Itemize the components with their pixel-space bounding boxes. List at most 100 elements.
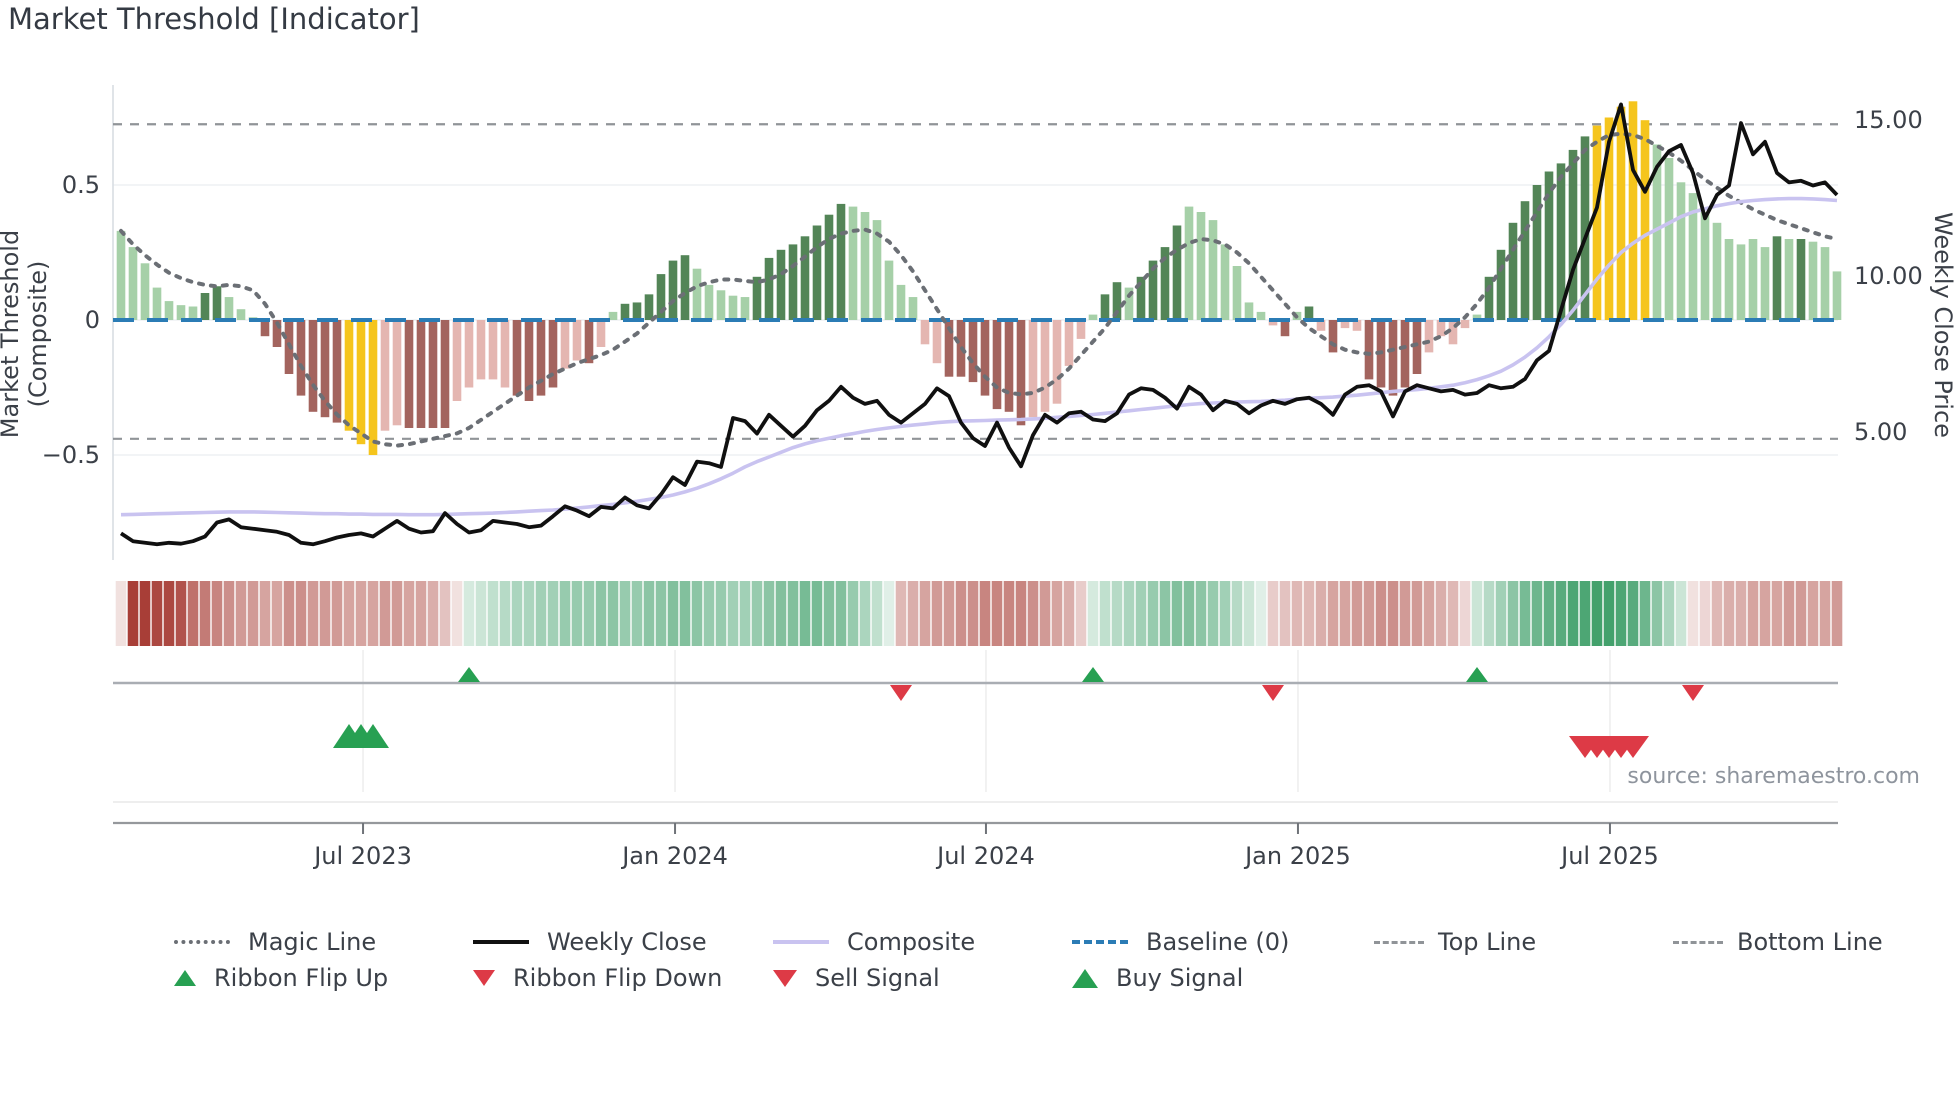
ribbon-cell xyxy=(931,581,943,646)
indicator-bar xyxy=(680,255,690,320)
ribbon-cell xyxy=(1207,581,1219,646)
indicator-bar xyxy=(1412,320,1422,374)
ribbon-flip-up-marker xyxy=(1082,667,1104,682)
x-tick-label: Jan 2025 xyxy=(1243,842,1351,870)
ribbon-cell xyxy=(1651,581,1663,646)
indicator-bar xyxy=(584,320,594,364)
indicator-bar xyxy=(1556,163,1566,320)
indicator-bar xyxy=(596,320,606,347)
ribbon-cell xyxy=(787,581,799,646)
ribbon-cell xyxy=(1339,581,1351,646)
ribbon-cell xyxy=(811,581,823,646)
ribbon-cell xyxy=(295,581,307,646)
composite-swatch-icon xyxy=(773,940,829,944)
ribbon-cell xyxy=(1171,581,1183,646)
ribbon-cell xyxy=(1291,581,1303,646)
indicator-bar xyxy=(164,301,174,320)
indicator-bar xyxy=(1424,320,1434,353)
ribbon-cell xyxy=(1603,581,1615,646)
ribbon-cell xyxy=(1063,581,1075,646)
ribbon-cell xyxy=(187,581,199,646)
indicator-bar xyxy=(476,320,486,380)
ribbon-cell xyxy=(211,581,223,646)
indicator-bar xyxy=(1472,314,1482,320)
legend-item-buy-signal: Buy Signal xyxy=(1072,962,1243,994)
ribbon-cell xyxy=(307,581,319,646)
ribbon-cell xyxy=(835,581,847,646)
indicator-bar xyxy=(1256,311,1266,320)
ribbon-cell xyxy=(1183,581,1195,646)
ribbon-cell xyxy=(1003,581,1015,646)
ribbon-cell xyxy=(1735,581,1747,646)
ribbon-cell xyxy=(979,581,991,646)
legend-item-ribbon-flip-up: Ribbon Flip Up xyxy=(174,962,388,994)
page-title: Market Threshold [Indicator] xyxy=(8,2,420,36)
ribbon-cell xyxy=(1087,581,1099,646)
indicator-bar xyxy=(1508,222,1518,320)
ribbon-cell xyxy=(1255,581,1267,646)
indicator-bar xyxy=(512,320,522,396)
indicator-bar xyxy=(1232,266,1242,320)
legend-item-composite: Composite xyxy=(773,926,975,958)
indicator-bar xyxy=(1040,320,1050,412)
ribbon-cell xyxy=(871,581,883,646)
ribbon-cell xyxy=(847,581,859,646)
indicator-bar xyxy=(440,320,450,428)
indicator-bar xyxy=(656,274,666,320)
indicator-bar xyxy=(1712,222,1722,320)
ribbon-cell xyxy=(655,581,667,646)
ribbon-cell xyxy=(583,581,595,646)
indicator-bar xyxy=(1724,239,1734,320)
ribbon-cell xyxy=(1267,581,1279,646)
ribbon-cell xyxy=(715,581,727,646)
indicator-bar xyxy=(1700,212,1710,320)
left-tick-label: 0 xyxy=(85,306,100,334)
ribbon-cell xyxy=(883,581,895,646)
ribbon-cell xyxy=(1351,581,1363,646)
indicator-bar xyxy=(668,260,678,320)
ribbon-cell xyxy=(1723,581,1735,646)
indicator-bar xyxy=(308,320,318,412)
indicator-bar xyxy=(1244,302,1254,320)
indicator-bar xyxy=(788,244,798,320)
ribbon-cell xyxy=(1303,581,1315,646)
ribbon-cell xyxy=(451,581,463,646)
ribbon-cell xyxy=(955,581,967,646)
legend-label: Magic Line xyxy=(248,928,377,956)
legend-item-sell-signal: Sell Signal xyxy=(773,962,940,994)
ribbon-flip-down-marker xyxy=(1682,685,1704,701)
ribbon-cell xyxy=(1543,581,1555,646)
ribbon-cell xyxy=(439,581,451,646)
ribbon-cell xyxy=(1099,581,1111,646)
ribbon-cell xyxy=(487,581,499,646)
indicator-bar xyxy=(1640,120,1650,320)
ribbon-cell xyxy=(415,581,427,646)
indicator-bar xyxy=(1784,239,1794,320)
indicator-bar xyxy=(1400,320,1410,388)
indicator-bar xyxy=(1340,320,1350,329)
ribbon-cell xyxy=(1363,581,1375,646)
ribbon-cell xyxy=(1327,581,1339,646)
ribbon-cell xyxy=(463,581,475,646)
ribbon-cell xyxy=(919,581,931,646)
bottom-line-swatch-icon xyxy=(1673,940,1723,944)
ribbon-cell xyxy=(1519,581,1531,646)
source-credit: source: sharemaestro.com xyxy=(1627,764,1920,789)
indicator-bar xyxy=(716,290,726,320)
indicator-bar xyxy=(644,294,654,320)
ribbon-cell xyxy=(1483,581,1495,646)
ribbon-flip-down-marker xyxy=(1262,685,1284,701)
ribbon-cell xyxy=(595,581,607,646)
indicator-bar xyxy=(560,320,570,369)
right-tick-label: 10.00 xyxy=(1854,262,1923,290)
x-tick-label: Jul 2023 xyxy=(312,842,412,870)
ribbon-cell xyxy=(1699,581,1711,646)
ribbon-cell xyxy=(703,581,715,646)
indicator-bar xyxy=(620,303,630,320)
indicator-bar xyxy=(296,320,306,396)
indicator-bar xyxy=(992,320,1002,410)
ribbon-cell xyxy=(175,581,187,646)
ribbon-cell xyxy=(1639,581,1651,646)
